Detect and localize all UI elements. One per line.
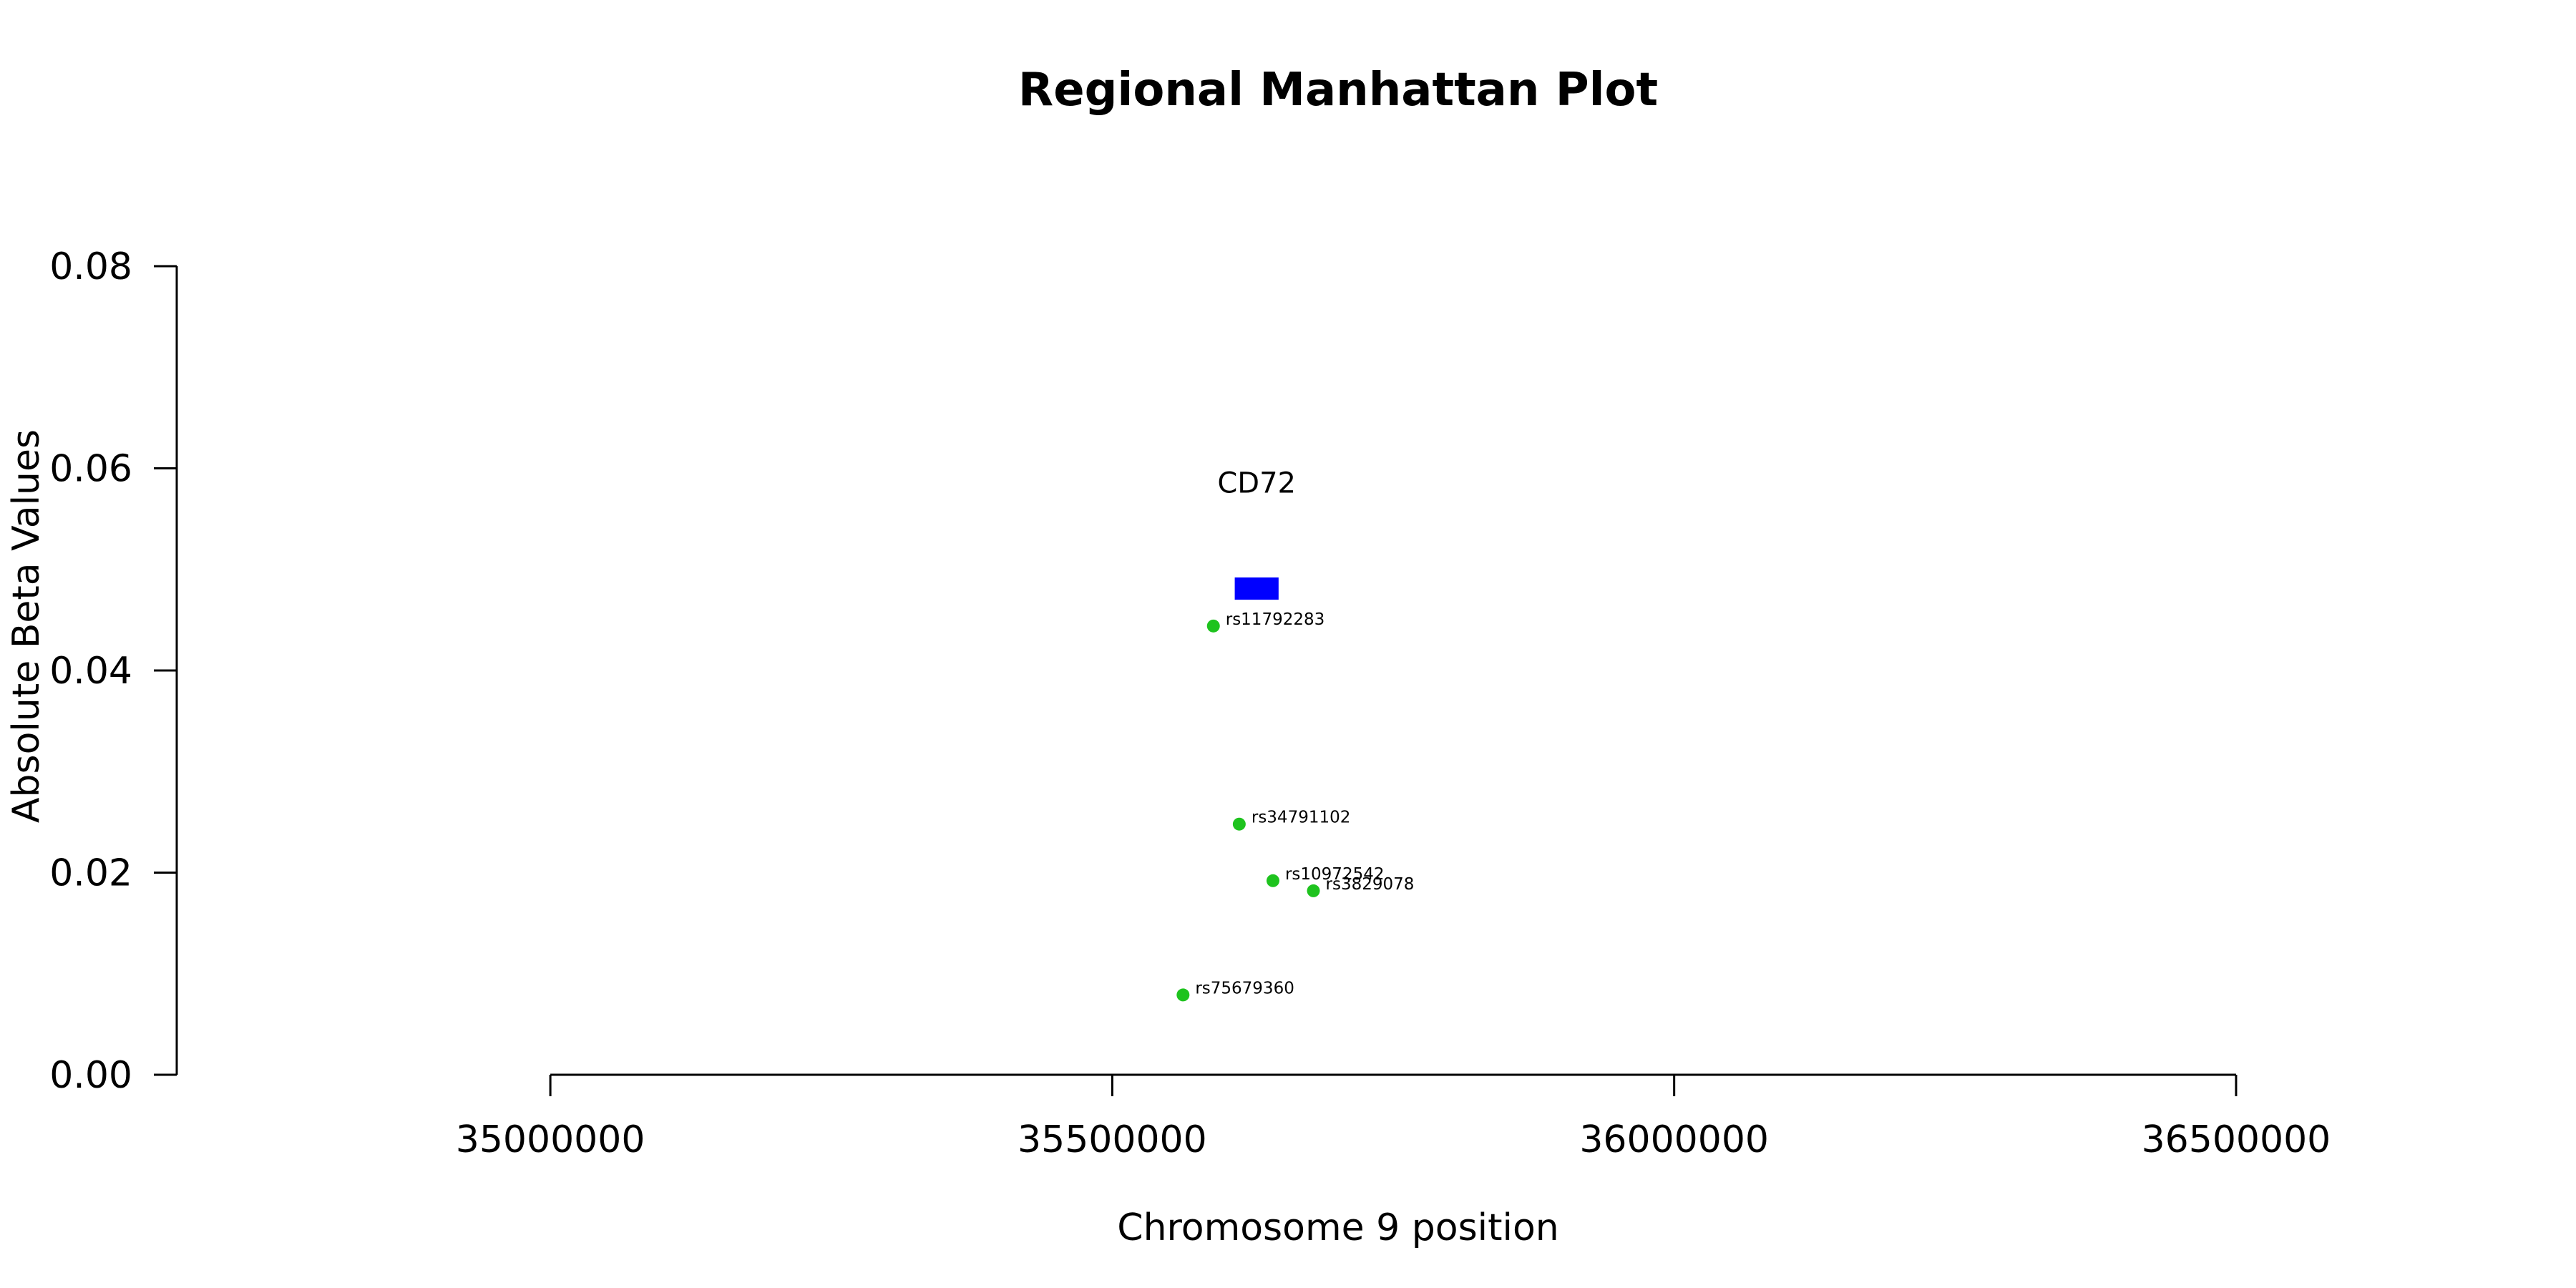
y-tick-label: 0.08 bbox=[49, 245, 132, 288]
snp-label: rs10972542 bbox=[1285, 865, 1385, 884]
snp-point bbox=[1307, 884, 1320, 897]
x-axis: 35000000 35500000 36000000 36500000 bbox=[456, 1073, 2331, 1161]
snp-point bbox=[1206, 619, 1220, 633]
snp-label: rs3829078 bbox=[1326, 875, 1415, 894]
x-tick-label: 36000000 bbox=[1579, 1118, 1769, 1161]
y-axis-label: Absolute Beta Values bbox=[5, 429, 48, 823]
snp-point bbox=[1266, 874, 1279, 887]
snp-label: rs34791102 bbox=[1252, 809, 1351, 827]
chart-title: Regional Manhattan Plot bbox=[1018, 64, 1658, 117]
gene-label: CD72 bbox=[1217, 467, 1296, 499]
x-axis-label: Chromosome 9 position bbox=[1117, 1206, 1558, 1249]
x-tick-label: 36500000 bbox=[2142, 1118, 2331, 1161]
snp-label: rs75679360 bbox=[1195, 979, 1294, 997]
x-tick-label: 35000000 bbox=[456, 1118, 645, 1161]
y-tick-label: 0.06 bbox=[49, 448, 132, 491]
gene-track: CD72 bbox=[1217, 467, 1296, 600]
y-tick-label: 0.02 bbox=[49, 852, 132, 895]
y-tick-label: 0.04 bbox=[49, 650, 132, 693]
snp-point bbox=[1176, 988, 1190, 1002]
gene-bar bbox=[1234, 577, 1279, 600]
x-tick-label: 35500000 bbox=[1018, 1118, 1207, 1161]
y-tick-label: 0.00 bbox=[49, 1054, 132, 1097]
snp-point bbox=[1232, 817, 1246, 831]
snp-label: rs11792283 bbox=[1226, 610, 1325, 629]
y-axis: 0.00 0.02 0.04 0.06 0.08 bbox=[49, 245, 178, 1097]
